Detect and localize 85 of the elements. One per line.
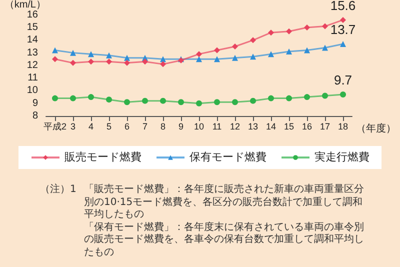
y-tick-label: 9 <box>32 98 38 109</box>
point <box>232 99 238 106</box>
point <box>88 94 94 100</box>
point <box>304 47 310 54</box>
point <box>52 47 58 54</box>
point <box>70 95 76 102</box>
text: 「販売モード燃費」：各年度に販売された新車の車両重量区分別の10·15モード燃費を、各区分の販売台数計で加重して調和平均したもの <box>84 184 365 222</box>
legend-label: 保有モード燃費 <box>190 150 266 164</box>
point <box>286 28 292 34</box>
x-tick-label: 18 <box>338 122 348 132</box>
point <box>70 60 76 66</box>
point <box>268 30 274 36</box>
point <box>160 61 166 68</box>
point <box>196 56 202 62</box>
point <box>340 92 346 98</box>
point <box>70 50 76 56</box>
point <box>286 48 292 55</box>
point <box>52 95 58 102</box>
point <box>124 60 130 66</box>
data-label: 9.7 <box>334 72 352 88</box>
point <box>340 16 346 23</box>
x-tick-label: 13 <box>248 122 258 132</box>
y-tick-label: 11 <box>28 72 38 84</box>
y-tick-label: 13 <box>26 47 38 58</box>
point <box>196 51 202 58</box>
point <box>106 58 112 65</box>
x-tick-label: 11 <box>212 122 222 132</box>
y-axis-title: （km/L） <box>4 0 46 10</box>
point <box>196 100 202 106</box>
x-tick-label: 15 <box>284 122 294 132</box>
text: 「保有モード燃費」：各年度末に保有されている車両の車令別の販売モード燃費を、各車令の保有台数で加重して調和平均したもの <box>84 222 365 259</box>
point <box>142 58 148 65</box>
x-tick-label: 17 <box>320 122 330 132</box>
point <box>268 95 274 102</box>
point <box>178 99 184 106</box>
x-tick-label: 10 <box>194 122 204 132</box>
point <box>214 99 220 106</box>
x-tick-label: 8 <box>160 122 166 132</box>
point <box>286 95 292 102</box>
point <box>106 96 112 103</box>
point <box>214 47 220 54</box>
point <box>250 98 256 104</box>
data-label: 15.6 <box>330 0 356 13</box>
point <box>322 44 328 51</box>
point <box>52 56 58 62</box>
point <box>232 43 238 50</box>
point <box>88 51 94 58</box>
x-tick-label: 5 <box>106 122 112 132</box>
point <box>250 54 256 60</box>
text: （注）1 <box>40 184 78 197</box>
point <box>160 56 166 62</box>
point <box>124 99 130 106</box>
legend-label: 販売モード燃費 <box>64 150 142 164</box>
legend-label: 実走行燃費 <box>314 150 370 164</box>
x-tick-label: 12 <box>230 122 240 132</box>
point <box>232 54 238 61</box>
x-tick-label: 平成2 <box>43 122 67 132</box>
point <box>340 40 346 47</box>
x-tick-label: 6 <box>124 122 130 132</box>
point <box>304 94 310 100</box>
point <box>268 51 274 58</box>
point <box>304 24 310 31</box>
point <box>142 98 148 104</box>
x-tick-label: 3 <box>70 122 76 132</box>
x-tick-label: 4 <box>88 122 94 132</box>
point <box>214 56 220 62</box>
point <box>88 58 94 65</box>
x-tick-label: 14 <box>266 122 276 132</box>
point <box>322 92 328 99</box>
point <box>322 23 328 30</box>
y-tick-label: 8 <box>32 110 38 122</box>
point <box>106 52 112 58</box>
x-axis-title: （年度） <box>356 122 396 134</box>
x-tick-label: 9 <box>178 122 184 132</box>
y-tick-label: 16 <box>26 9 38 20</box>
data-label: 13.7 <box>330 22 356 37</box>
y-tick-label: 10 <box>26 85 38 96</box>
y-tick-label: 14 <box>26 34 38 46</box>
x-tick-label: 16 <box>302 122 312 132</box>
point <box>124 54 130 61</box>
x-tick-label: 7 <box>142 122 148 132</box>
y-tick-label: 12 <box>26 60 38 71</box>
point <box>250 37 256 44</box>
point <box>160 98 166 104</box>
y-tick-label: 15 <box>26 22 38 34</box>
